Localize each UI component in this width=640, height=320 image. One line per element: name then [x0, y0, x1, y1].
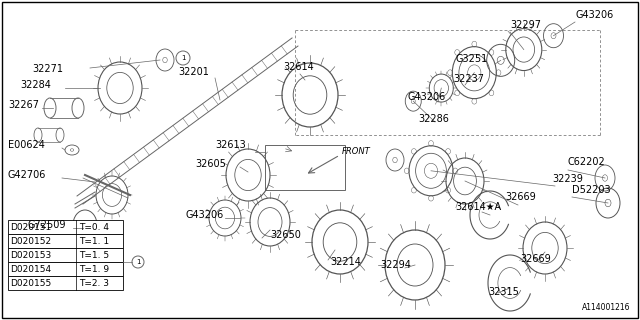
Text: 32294: 32294: [380, 260, 411, 270]
Bar: [8, 234, 123, 248]
Text: E00624: E00624: [8, 140, 45, 150]
Text: A114001216: A114001216: [582, 303, 630, 312]
Text: D52203: D52203: [572, 185, 611, 195]
Text: 32669: 32669: [505, 192, 536, 202]
Text: G43206: G43206: [575, 10, 613, 20]
Text: G72509: G72509: [28, 220, 67, 230]
Text: T=1. 9: T=1. 9: [79, 265, 109, 274]
Text: G43206: G43206: [185, 210, 223, 220]
Text: 32605: 32605: [195, 159, 226, 169]
Text: G43206: G43206: [408, 92, 446, 102]
Text: 32297: 32297: [510, 20, 541, 30]
Text: D020152: D020152: [10, 236, 51, 245]
Text: G3251: G3251: [455, 54, 487, 64]
Text: 32201: 32201: [178, 67, 209, 77]
Text: D020151: D020151: [10, 222, 51, 231]
Text: T=1. 5: T=1. 5: [79, 251, 109, 260]
Text: T=0. 4: T=0. 4: [79, 222, 109, 231]
Text: 32286: 32286: [418, 114, 449, 124]
Text: FRONT: FRONT: [342, 148, 371, 156]
Text: 32315: 32315: [488, 287, 519, 297]
Text: D020153: D020153: [10, 251, 51, 260]
Bar: [265, 145, 345, 190]
Text: 32214: 32214: [330, 257, 361, 267]
Text: 32237: 32237: [453, 74, 484, 84]
Text: 32267: 32267: [8, 100, 39, 110]
Text: 32614: 32614: [283, 62, 314, 72]
Text: 32613: 32613: [215, 140, 246, 150]
Text: T=1. 1: T=1. 1: [79, 236, 109, 245]
Text: T=2. 3: T=2. 3: [79, 278, 109, 287]
Text: 32239: 32239: [552, 174, 583, 184]
Text: C62202: C62202: [568, 157, 605, 167]
Text: 32614★A: 32614★A: [455, 202, 501, 212]
Text: 32669: 32669: [520, 254, 551, 264]
Text: D020154: D020154: [10, 265, 51, 274]
Bar: [8, 262, 123, 276]
Text: D020155: D020155: [10, 278, 51, 287]
Text: 1: 1: [136, 259, 140, 265]
Bar: [8, 220, 123, 234]
Bar: [8, 248, 123, 262]
Text: G42706: G42706: [8, 170, 46, 180]
Text: 32284: 32284: [20, 80, 51, 90]
Bar: [8, 276, 123, 290]
Text: 1: 1: [180, 55, 185, 61]
Text: 32271: 32271: [32, 64, 63, 74]
Text: 32650: 32650: [270, 230, 301, 240]
